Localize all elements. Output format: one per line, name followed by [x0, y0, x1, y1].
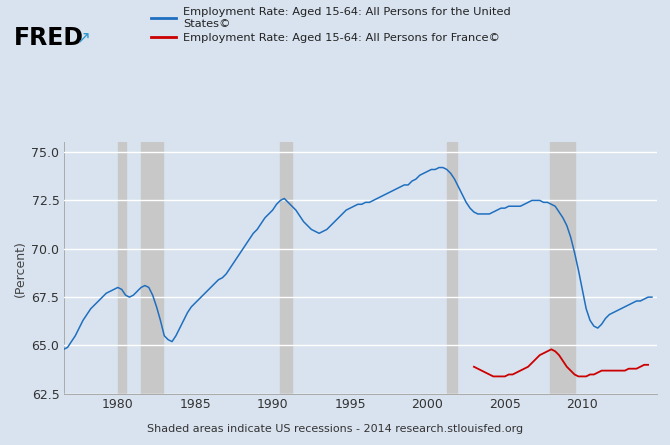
Legend: Employment Rate: Aged 15-64: All Persons for the United
States©, Employment Rate: Employment Rate: Aged 15-64: All Persons…	[146, 3, 515, 48]
Bar	[280, 142, 292, 394]
Text: Shaded areas indicate US recessions - 2014 research.stlouisfed.org: Shaded areas indicate US recessions - 20…	[147, 424, 523, 434]
Bar	[447, 142, 457, 394]
Text: FRED: FRED	[13, 26, 83, 50]
Bar	[141, 142, 163, 394]
Text: ↗: ↗	[77, 28, 91, 46]
Bar	[118, 142, 125, 394]
Y-axis label: (Percent): (Percent)	[14, 240, 27, 296]
Bar	[550, 142, 575, 394]
